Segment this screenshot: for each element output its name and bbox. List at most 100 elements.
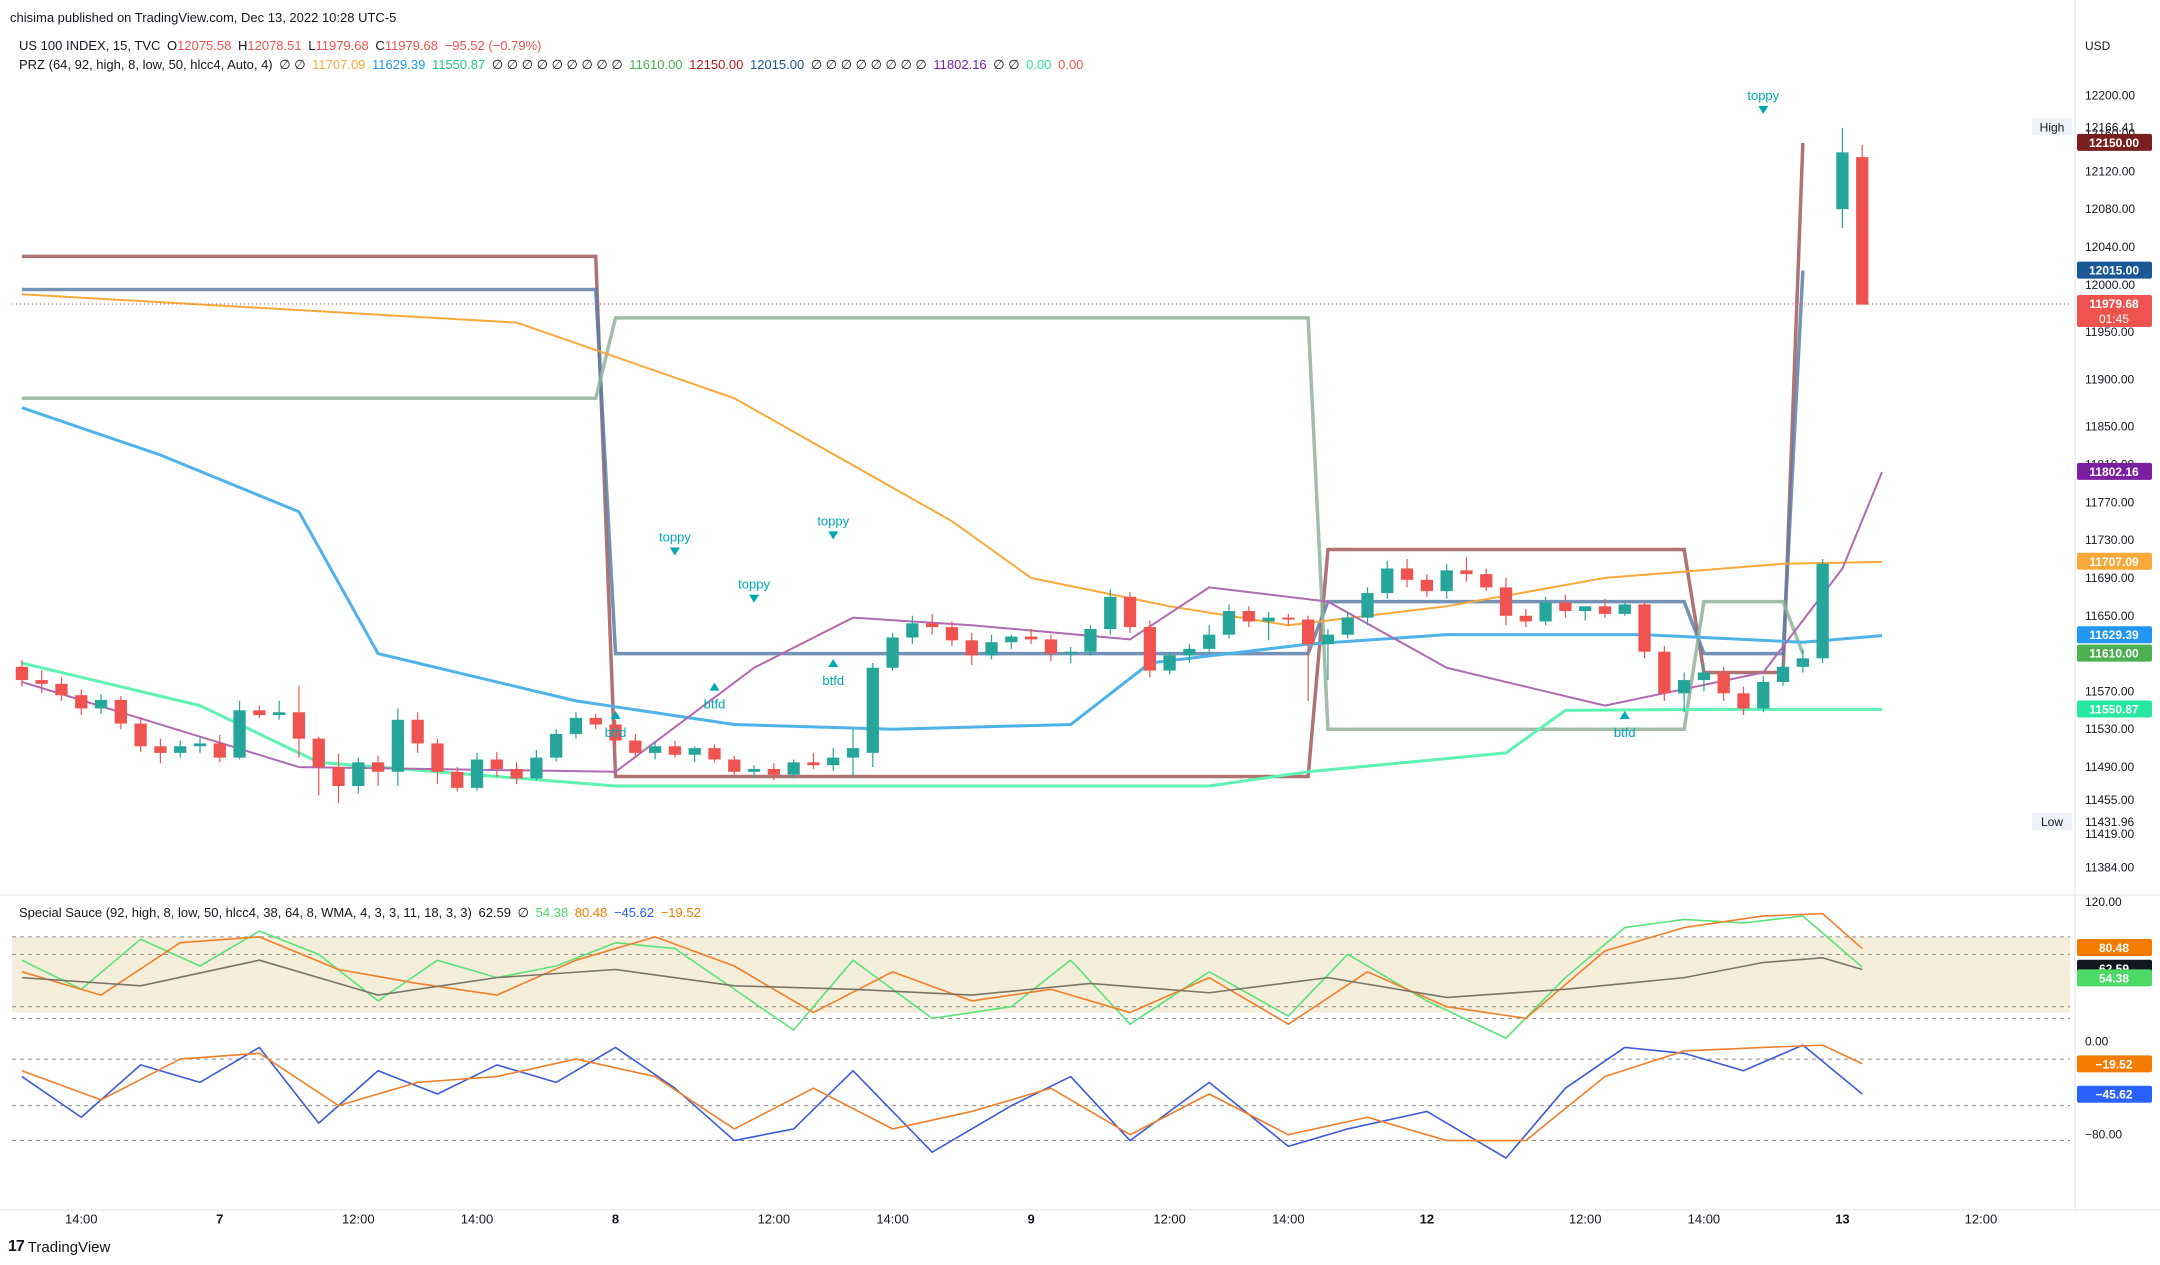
candle[interactable] bbox=[846, 748, 860, 758]
candle[interactable] bbox=[609, 724, 622, 741]
candle[interactable] bbox=[1697, 672, 1711, 681]
candle[interactable] bbox=[886, 637, 899, 668]
candle[interactable] bbox=[1262, 617, 1275, 622]
candle[interactable] bbox=[15, 666, 29, 681]
candle[interactable] bbox=[114, 699, 127, 724]
candle[interactable] bbox=[1302, 619, 1315, 645]
candle[interactable] bbox=[648, 746, 662, 753]
candle[interactable] bbox=[1539, 602, 1552, 622]
candle[interactable] bbox=[490, 759, 503, 769]
candle[interactable] bbox=[589, 717, 602, 725]
candle[interactable] bbox=[1579, 606, 1592, 612]
candle[interactable] bbox=[1796, 658, 1809, 667]
candle[interactable] bbox=[35, 680, 48, 684]
candle[interactable] bbox=[1598, 606, 1612, 614]
toppy-signal-label: toppy bbox=[659, 529, 691, 544]
candle[interactable] bbox=[75, 695, 88, 709]
candle[interactable] bbox=[1024, 636, 1038, 640]
prz-value-2: 11629.39 bbox=[372, 57, 426, 72]
candle[interactable] bbox=[94, 699, 108, 709]
candle[interactable] bbox=[807, 762, 820, 766]
btfd-signal-arrow bbox=[709, 682, 720, 691]
candle[interactable] bbox=[1638, 604, 1651, 652]
candle[interactable] bbox=[332, 767, 345, 786]
candle[interactable] bbox=[629, 740, 642, 753]
candle[interactable] bbox=[371, 762, 385, 772]
candle[interactable] bbox=[174, 746, 187, 753]
candle[interactable] bbox=[550, 733, 563, 758]
candle[interactable] bbox=[1480, 574, 1493, 588]
candle[interactable] bbox=[708, 748, 721, 760]
candle[interactable] bbox=[253, 710, 266, 716]
candle[interactable] bbox=[827, 757, 840, 766]
candle[interactable] bbox=[1519, 615, 1532, 622]
candle[interactable] bbox=[1460, 570, 1473, 575]
candle[interactable] bbox=[1143, 627, 1156, 671]
candle[interactable] bbox=[1064, 651, 1077, 654]
candle[interactable] bbox=[213, 743, 226, 758]
candle[interactable] bbox=[767, 768, 780, 775]
candle[interactable] bbox=[134, 723, 147, 747]
candle[interactable] bbox=[1559, 602, 1572, 612]
candle[interactable] bbox=[1203, 634, 1216, 649]
candle[interactable] bbox=[1816, 563, 1829, 659]
tradingview-brand[interactable]: 17 TradingView bbox=[8, 1238, 110, 1256]
candle[interactable] bbox=[787, 762, 800, 775]
candle[interactable] bbox=[1717, 672, 1730, 694]
candle[interactable] bbox=[1341, 617, 1354, 635]
candle[interactable] bbox=[747, 768, 761, 772]
candle[interactable] bbox=[1282, 617, 1295, 620]
candle[interactable] bbox=[352, 762, 365, 786]
candle[interactable] bbox=[1242, 611, 1255, 622]
candle[interactable] bbox=[1381, 568, 1394, 594]
candle[interactable] bbox=[1321, 634, 1335, 645]
candle[interactable] bbox=[292, 712, 306, 739]
candle[interactable] bbox=[1856, 157, 1869, 305]
candle[interactable] bbox=[1104, 596, 1117, 629]
candle[interactable] bbox=[312, 738, 325, 768]
candle[interactable] bbox=[1420, 579, 1434, 592]
candle[interactable] bbox=[1440, 570, 1453, 592]
candle[interactable] bbox=[1400, 568, 1414, 580]
candle[interactable] bbox=[1776, 666, 1790, 682]
candle[interactable] bbox=[965, 640, 978, 656]
candle[interactable] bbox=[1183, 648, 1196, 656]
candle[interactable] bbox=[1222, 611, 1236, 635]
candle[interactable] bbox=[1618, 604, 1631, 614]
candle[interactable] bbox=[411, 719, 424, 744]
candle[interactable] bbox=[569, 717, 583, 734]
candle[interactable] bbox=[233, 710, 246, 758]
candle[interactable] bbox=[1163, 655, 1176, 671]
candle[interactable] bbox=[193, 743, 207, 747]
candle[interactable] bbox=[530, 757, 543, 779]
candle[interactable] bbox=[273, 712, 286, 716]
candle[interactable] bbox=[1084, 628, 1097, 652]
candle[interactable] bbox=[985, 642, 998, 656]
candle[interactable] bbox=[926, 623, 939, 628]
candle[interactable] bbox=[1757, 681, 1770, 709]
candle[interactable] bbox=[1123, 596, 1137, 628]
candle[interactable] bbox=[451, 771, 464, 788]
candle[interactable] bbox=[510, 768, 523, 779]
candle[interactable] bbox=[866, 667, 879, 753]
candle[interactable] bbox=[668, 746, 682, 755]
candle[interactable] bbox=[1044, 639, 1058, 654]
candle[interactable] bbox=[945, 627, 959, 641]
candle[interactable] bbox=[1499, 587, 1513, 616]
candle[interactable] bbox=[728, 759, 741, 772]
candle[interactable] bbox=[1737, 693, 1750, 709]
candle[interactable] bbox=[906, 623, 919, 638]
candle[interactable] bbox=[1658, 651, 1671, 694]
candle[interactable] bbox=[154, 746, 167, 753]
time-axis-label: 14:00 bbox=[461, 1212, 494, 1227]
candle[interactable] bbox=[1361, 593, 1374, 618]
candle[interactable] bbox=[1836, 152, 1849, 210]
candle[interactable] bbox=[688, 748, 701, 755]
candle[interactable] bbox=[431, 743, 444, 772]
candle[interactable] bbox=[391, 719, 405, 772]
candle[interactable] bbox=[55, 683, 68, 696]
candle[interactable] bbox=[1677, 680, 1691, 694]
candle[interactable] bbox=[470, 759, 484, 788]
candle[interactable] bbox=[1005, 636, 1018, 643]
